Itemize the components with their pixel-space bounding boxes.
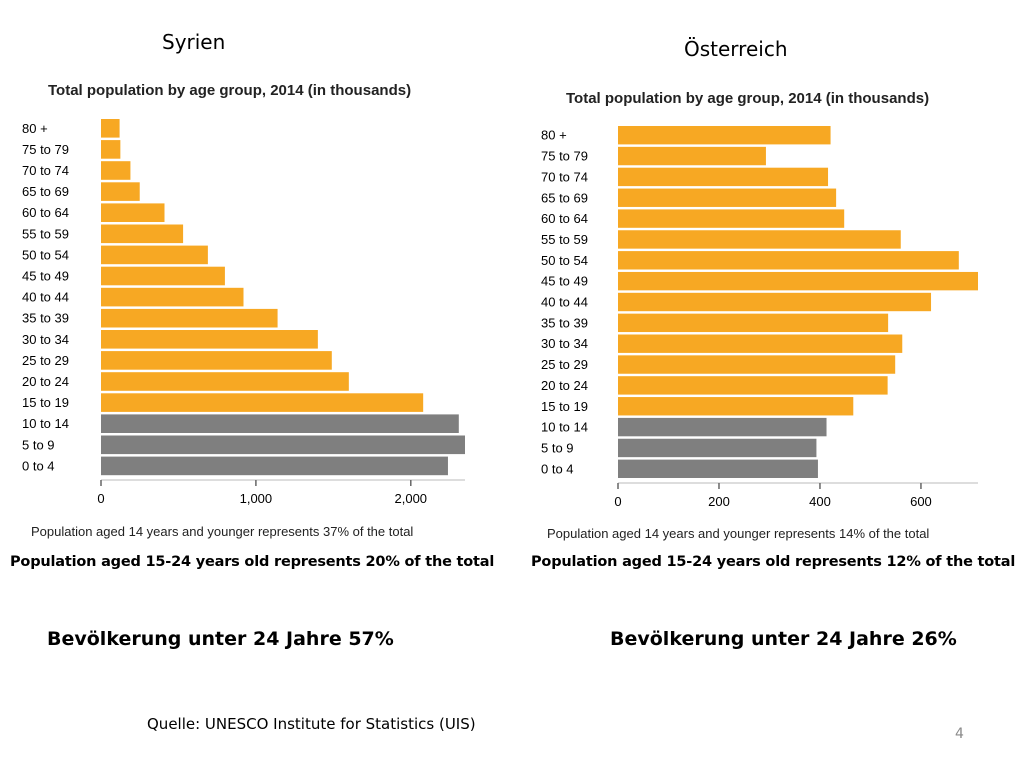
category-label: 50 to 54 [22,247,69,262]
bar-syrien-25-to-29 [101,351,332,370]
category-label: 80 + [22,121,48,136]
category-label: 70 to 74 [22,163,69,178]
x-tick-label: 2,000 [395,491,428,506]
category-label: 70 to 74 [541,169,588,184]
category-label: 45 to 49 [22,269,69,284]
category-label: 5 to 9 [541,440,574,455]
category-label: 25 to 29 [541,357,588,372]
bar-oesterreich-5-to-9 [618,438,817,458]
page-number: 4 [955,726,964,742]
category-label: 0 to 4 [22,458,55,473]
bar-syrien-50-to-54 [101,245,208,265]
bar-syrien-45-to-49 [101,266,225,286]
chart-footnote-syrien: Population aged 14 years and younger rep… [31,524,413,539]
population-chart-oesterreich: Total population by age group, 2014 (in … [541,90,978,541]
category-label: 60 to 64 [22,205,69,220]
bar-syrien-40-to-44 [101,287,244,307]
chart-title-oesterreich: Total population by age group, 2014 (in … [566,90,929,107]
chart-title-syrien: Total population by age group, 2014 (in … [48,82,411,99]
bar-oesterreich-40-to-44 [618,292,932,312]
bar-oesterreich-70-to-74 [618,167,829,187]
category-label: 0 to 4 [541,461,574,476]
bar-oesterreich-65-to-69 [618,188,837,207]
category-label: 55 to 59 [541,232,588,247]
bar-syrien-75-to-79 [101,140,121,159]
category-label: 30 to 34 [22,332,69,347]
category-label: 35 to 39 [541,315,588,330]
bar-syrien-80-plus [101,119,120,138]
bar-syrien-55-to-59 [101,224,184,244]
bar-oesterreich-25-to-29 [618,355,896,374]
bar-oesterreich-45-to-49 [618,271,978,291]
category-label: 65 to 69 [22,184,69,199]
country-title-oesterreich: Österreich [684,37,788,61]
bar-syrien-20-to-24 [101,372,349,391]
bar-syrien-15-to-19 [101,393,424,412]
bar-syrien-30-to-34 [101,330,318,349]
category-label: 65 to 69 [541,190,588,205]
category-label: 20 to 24 [22,374,69,389]
chart-footnote-oesterreich: Population aged 14 years and younger rep… [547,526,929,541]
stat-15-24-syrien: Population aged 15-24 years old represen… [10,554,495,570]
bar-oesterreich-60-to-64 [618,209,845,228]
bar-syrien-5-to-9 [101,435,465,455]
x-tick-label: 0 [614,494,621,509]
x-tick-label: 1,000 [240,491,273,506]
stat-15-24-oesterreich: Population aged 15-24 years old represen… [531,554,1016,570]
x-tick-label: 400 [809,494,831,509]
country-title-syrien: Syrien [162,30,226,54]
bar-oesterreich-55-to-59 [618,230,901,249]
category-label: 55 to 59 [22,226,69,241]
category-label: 10 to 14 [22,416,69,431]
bar-oesterreich-50-to-54 [618,251,959,270]
bar-syrien-35-to-39 [101,308,278,328]
bar-syrien-0-to-4 [101,456,448,476]
category-label: 35 to 39 [22,311,69,326]
category-label: 50 to 54 [541,253,588,268]
category-label: 20 to 24 [541,378,588,393]
category-label: 10 to 14 [541,420,588,435]
category-label: 40 to 44 [541,295,588,310]
bar-oesterreich-80-plus [618,126,831,145]
category-label: 30 to 34 [541,336,588,351]
population-chart-syrien: Total population by age group, 2014 (in … [22,82,465,539]
bar-syrien-70-to-74 [101,161,131,180]
summary-oesterreich: Bevölkerung unter 24 Jahre 26% [610,628,957,650]
category-label: 75 to 79 [22,142,69,157]
bar-oesterreich-30-to-34 [618,334,903,353]
x-tick-label: 600 [910,494,932,509]
x-tick-label: 200 [708,494,730,509]
category-label: 40 to 44 [22,290,69,305]
category-label: 15 to 19 [22,395,69,410]
bar-oesterreich-10-to-14 [618,417,827,437]
bar-syrien-60-to-64 [101,203,165,222]
bar-oesterreich-35-to-39 [618,313,889,333]
bar-oesterreich-20-to-24 [618,376,888,395]
category-label: 75 to 79 [541,149,588,164]
summary-syrien: Bevölkerung unter 24 Jahre 57% [47,628,394,650]
category-label: 15 to 19 [541,399,588,414]
bar-syrien-10-to-14 [101,414,459,433]
category-label: 25 to 29 [22,353,69,368]
bar-oesterreich-75-to-79 [618,146,766,166]
bar-syrien-65-to-69 [101,182,140,201]
category-label: 80 + [541,128,567,143]
category-label: 5 to 9 [22,437,55,452]
category-label: 60 to 64 [541,211,588,226]
category-label: 45 to 49 [541,274,588,289]
source-note: Quelle: UNESCO Institute for Statistics … [147,715,476,733]
bar-oesterreich-15-to-19 [618,397,854,416]
bar-oesterreich-0-to-4 [618,459,818,478]
x-tick-label: 0 [97,491,104,506]
